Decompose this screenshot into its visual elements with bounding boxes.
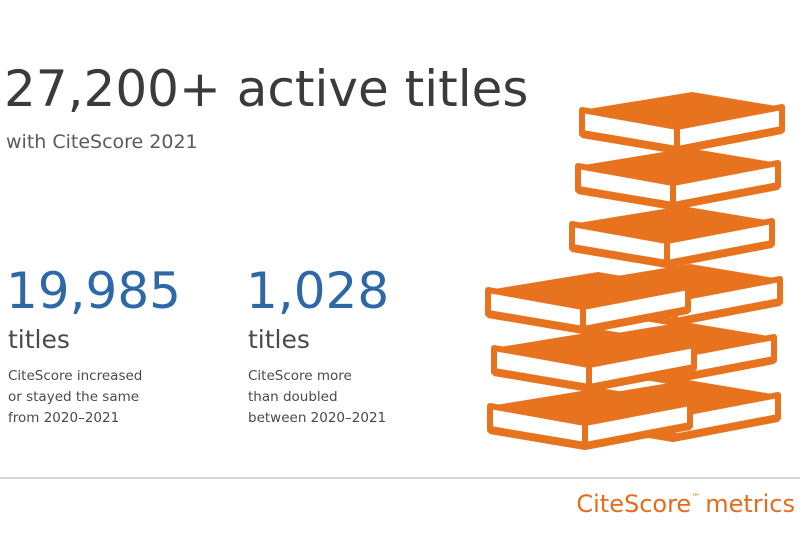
book (578, 148, 778, 206)
stat-description: CiteScore increased (8, 368, 142, 384)
brand-suffix: metrics (705, 490, 795, 518)
footer-brand: CiteScore™ metrics (576, 490, 795, 518)
stat-description: than doubled (248, 389, 338, 405)
book (582, 92, 782, 150)
stat-description: CiteScore more (248, 368, 352, 384)
stat-unit: titles (248, 325, 310, 354)
brand-name: CiteScore (576, 490, 691, 518)
stat-value: 19,985 (6, 262, 181, 320)
stat-description: from 2020–2021 (8, 410, 119, 426)
stat-value: 1,028 (246, 262, 389, 320)
subtitle: with CiteScore 2021 (6, 131, 198, 153)
books-illustration (488, 92, 782, 446)
stat-description: between 2020–2021 (248, 410, 386, 426)
stat-description: or stayed the same (8, 389, 139, 405)
stat-unit: titles (8, 325, 70, 354)
trademark: ™ (691, 493, 700, 503)
headline: 27,200+ active titles (4, 60, 528, 118)
book (572, 206, 772, 264)
